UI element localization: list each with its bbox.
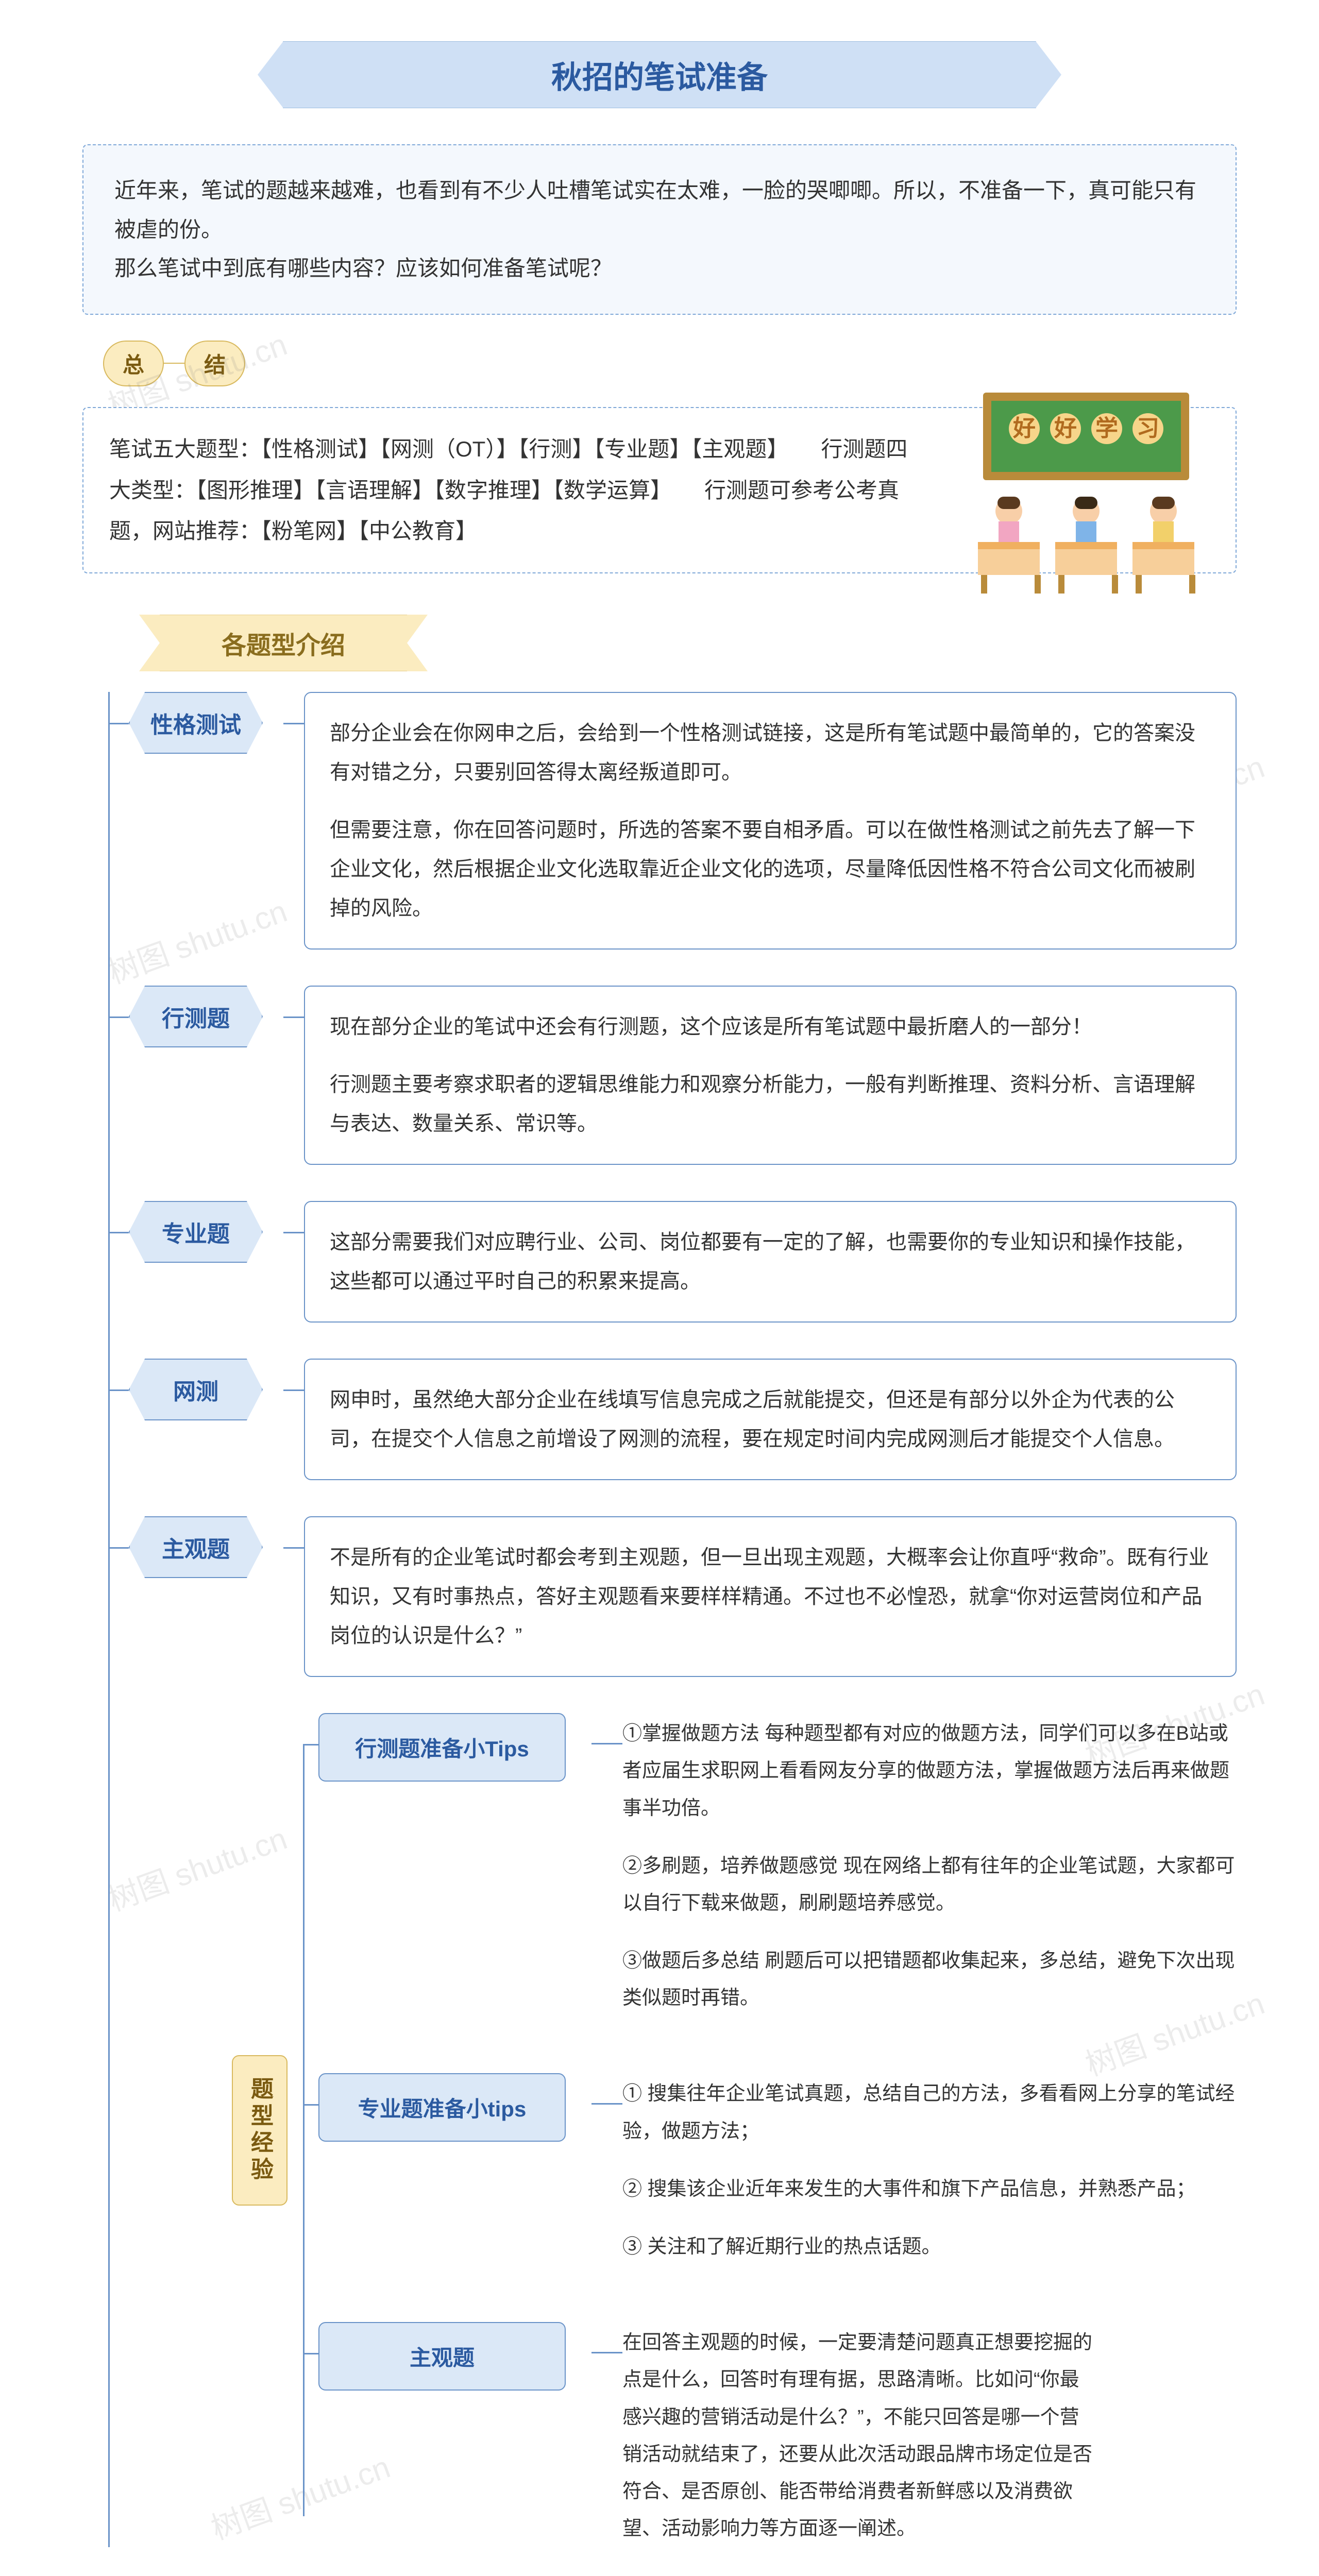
- summary-pills: 总 结: [103, 341, 1237, 386]
- branch-zhuanye: 专业题 这部分需要我们对应聘行业、公司、岗位都要有一定的了解，也需要你的专业知识…: [129, 1201, 1237, 1323]
- classroom-illustration: 好 好 学 习: [952, 387, 1220, 594]
- intro-box: 近年来，笔试的题越来越难，也看到有不少人吐槽笔试实在太难，一脸的哭唧唧。所以，不…: [82, 144, 1237, 315]
- page-title: 秋招的笔试准备: [283, 41, 1036, 108]
- section-question-types: 各题型介绍 性格测试 部分企业会在你网申之后，会给到一个性格测试链接，这是所有笔…: [82, 615, 1237, 2547]
- types-heading-ribbon: 各题型介绍: [139, 615, 428, 671]
- svg-text:好: 好: [1054, 416, 1077, 441]
- hex-xingce: 行测题: [129, 986, 263, 1047]
- types-heading: 各题型介绍: [160, 615, 407, 671]
- text: ②多刷题，培养做题感觉 现在网络上都有往年的企业笔试题，大家都可以自行下载来做题…: [622, 1848, 1237, 1922]
- branch-zhuguan: 主观题 不是所有的企业笔试时都会考到主观题，但一旦出现主观题，大概率会让你直呼“…: [129, 1516, 1237, 1677]
- exp-xingce-tips: 行测题准备小Tips ①掌握做题方法 每种题型都有对应的做题方法，同学们可以多在…: [318, 1713, 1237, 2016]
- page-root: 树图 shutu.cn 树图 shutu.cn 树图 shutu.cn 树图 s…: [82, 41, 1237, 2576]
- text: 网申时，虽然绝大部分企业在线填写信息完成之后就能提交，但还是有部分以外企为代表的…: [330, 1380, 1211, 1459]
- summary-box: 笔试五大题型：【性格测试】【网测（OT）】【行测】【专业题】【主观题】 行测题四…: [82, 407, 1237, 573]
- experience-heading: 题型经验: [232, 2055, 288, 2206]
- node-personality: 部分企业会在你网申之后，会给到一个性格测试链接，这是所有笔试题中最简单的，它的答…: [304, 692, 1237, 950]
- exp-zhuguan-tips: 主观题 在回答主观题的时候，一定要清楚问题真正想要挖掘的点是什么，回答时有理有据…: [318, 2322, 1237, 2547]
- intro-text: 近年来，笔试的题越来越难，也看到有不少人吐槽笔试实在太难，一脸的哭唧唧。所以，不…: [114, 178, 1196, 280]
- text: 现在部分企业的笔试中还会有行测题，这个应该是所有笔试题中最折磨人的一部分！: [330, 1007, 1211, 1046]
- branch-xingce: 行测题 现在部分企业的笔试中还会有行测题，这个应该是所有笔试题中最折磨人的一部分…: [129, 986, 1237, 1165]
- summary-text: 笔试五大题型：【性格测试】【网测（OT）】【行测】【专业题】【主观题】 行测题四…: [109, 429, 913, 552]
- text: ①掌握做题方法 每种题型都有对应的做题方法，同学们可以多在B站或者应届生求职网上…: [622, 1715, 1237, 1827]
- hex-wangce: 网测: [129, 1359, 263, 1420]
- exp-label-zhuguan: 主观题: [318, 2322, 566, 2391]
- node-zhuguan: 不是所有的企业笔试时都会考到主观题，但一旦出现主观题，大概率会让你直呼“救命”。…: [304, 1516, 1237, 1677]
- text: ② 搜集该企业近年来发生的大事件和旗下产品信息，并熟悉产品；: [622, 2171, 1237, 2208]
- hex-zhuanye: 专业题: [129, 1201, 263, 1263]
- exp-label-xingce: 行测题准备小Tips: [318, 1713, 566, 1782]
- experience-subtree: 题型经验 行测题准备小Tips ①掌握做题方法 每种题型都有对应的做题方法，同学…: [232, 1713, 1237, 2547]
- title-ribbon: 秋招的笔试准备: [258, 41, 1061, 108]
- node-xingce: 现在部分企业的笔试中还会有行测题，这个应该是所有笔试题中最折磨人的一部分！ 行测…: [304, 986, 1237, 1165]
- hex-zhuguan: 主观题: [129, 1516, 263, 1578]
- hex-personality: 性格测试: [129, 692, 263, 754]
- text: ① 搜集往年企业笔试真题，总结自己的方法，多看看网上分享的笔试经验，做题方法；: [622, 2075, 1237, 2149]
- pill-zong: 总: [103, 341, 164, 386]
- pill-jie: 结: [184, 341, 245, 386]
- svg-text:学: 学: [1095, 416, 1118, 441]
- text: 在回答主观题的时候，一定要清楚问题真正想要挖掘的点是什么，回答时有理有据，思路清…: [622, 2324, 1096, 2547]
- text: 行测题主要考察求职者的逻辑思维能力和观察分析能力，一般有判断推理、资料分析、言语…: [330, 1065, 1211, 1143]
- svg-text:好: 好: [1012, 416, 1036, 441]
- exp-text-zhuguan: 在回答主观题的时候，一定要清楚问题真正想要挖掘的点是什么，回答时有理有据，思路清…: [622, 2322, 1096, 2547]
- exp-label-zhuanye: 专业题准备小tips: [318, 2073, 566, 2142]
- exp-text-xingce: ①掌握做题方法 每种题型都有对应的做题方法，同学们可以多在B站或者应届生求职网上…: [622, 1713, 1237, 2016]
- exp-zhuanye-tips: 专业题准备小tips ① 搜集往年企业笔试真题，总结自己的方法，多看看网上分享的…: [318, 2073, 1237, 2265]
- text: 这部分需要我们对应聘行业、公司、岗位都要有一定的了解，也需要你的专业知识和操作技…: [330, 1223, 1211, 1301]
- node-zhuanye: 这部分需要我们对应聘行业、公司、岗位都要有一定的了解，也需要你的专业知识和操作技…: [304, 1201, 1237, 1323]
- exp-text-zhuanye: ① 搜集往年企业笔试真题，总结自己的方法，多看看网上分享的笔试经验，做题方法； …: [622, 2073, 1237, 2265]
- text: 不是所有的企业笔试时都会考到主观题，但一旦出现主观题，大概率会让你直呼“救命”。…: [330, 1538, 1211, 1655]
- text: ③ 关注和了解近期行业的热点话题。: [622, 2228, 1237, 2265]
- node-wangce: 网申时，虽然绝大部分企业在线填写信息完成之后就能提交，但还是有部分以外企为代表的…: [304, 1359, 1237, 1480]
- branch-personality: 性格测试 部分企业会在你网申之后，会给到一个性格测试链接，这是所有笔试题中最简单…: [129, 692, 1237, 950]
- text: 部分企业会在你网申之后，会给到一个性格测试链接，这是所有笔试题中最简单的，它的答…: [330, 714, 1211, 792]
- text: ③做题后多总结 刷题后可以把错题都收集起来，多总结，避免下次出现类似题时再错。: [622, 1942, 1237, 2016]
- svg-text:习: 习: [1137, 416, 1159, 441]
- branch-wangce: 网测 网申时，虽然绝大部分企业在线填写信息完成之后就能提交，但还是有部分以外企为…: [129, 1359, 1237, 1480]
- text: 但需要注意，你在回答问题时，所选的答案不要自相矛盾。可以在做性格测试之前先去了解…: [330, 810, 1211, 928]
